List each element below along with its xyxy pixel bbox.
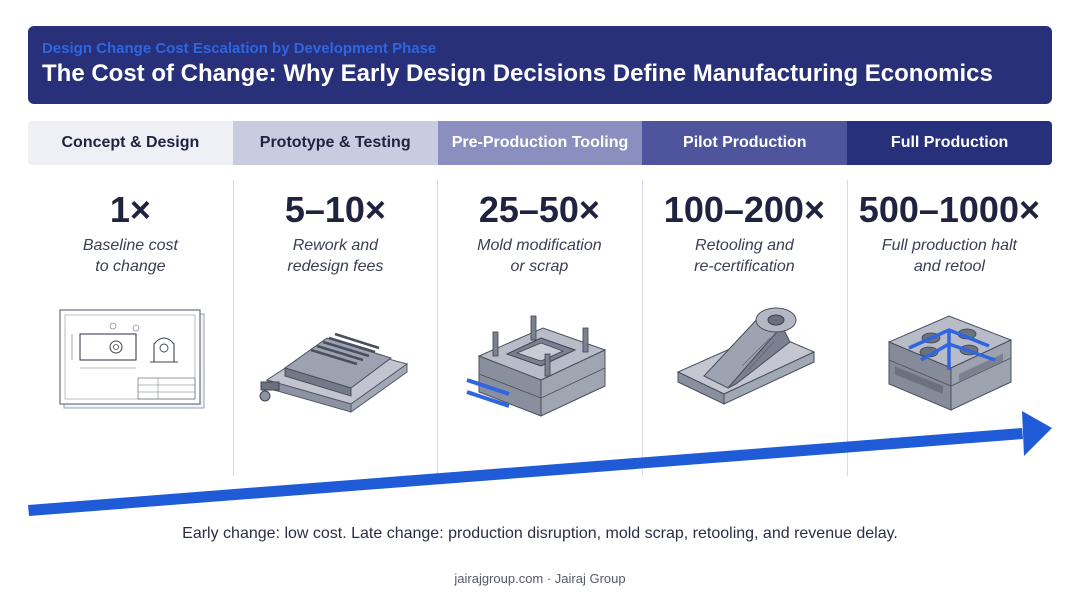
- stage-concept: 1× Baseline cost to change: [28, 180, 233, 460]
- engineering-drawing-icon: [59, 309, 205, 409]
- stage-description: Retooling and re-certification: [694, 237, 795, 275]
- header-banner: Design Change Cost Escalation by Develop…: [28, 26, 1052, 104]
- machined-part-icon: [676, 307, 816, 405]
- stage-description: Rework and redesign fees: [287, 237, 384, 275]
- cost-multiplier: 500–1000×: [858, 189, 1040, 230]
- column-divider: [642, 180, 643, 476]
- production-mold-icon: [887, 315, 1013, 411]
- phase-pre-production-tooling: Pre-Production Tooling: [437, 121, 643, 165]
- phase-concept-design: Concept & Design: [28, 121, 233, 165]
- phase-full-production: Full Production: [847, 121, 1052, 165]
- phase-pilot-production: Pilot Production: [642, 121, 848, 165]
- mold-tool-icon: [466, 315, 607, 417]
- stage-full-production: 500–1000× Full production halt and retoo…: [847, 180, 1052, 460]
- cost-multiplier: 100–200×: [663, 189, 825, 230]
- source-credit: jairajgroup.com · Jairaj Group: [454, 571, 626, 586]
- summary-note: Early change: low cost. Late change: pro…: [182, 525, 898, 542]
- stage-description: Mold modification or scrap: [477, 237, 602, 275]
- stage-tooling: 25–50× Mold modification or scrap: [437, 180, 642, 460]
- header-subtitle: Design Change Cost Escalation by Develop…: [42, 40, 437, 57]
- stage-prototype: 5–10× Rework and redesign fees: [233, 180, 438, 460]
- cost-multiplier: 25–50×: [478, 189, 600, 230]
- phase-prototype-testing: Prototype & Testing: [232, 121, 438, 165]
- stage-pilot: 100–200× Retooling and re-certification: [642, 180, 847, 460]
- cost-multiplier: 1×: [109, 189, 151, 230]
- phase-bar: Concept & Design Prototype & Testing Pre…: [28, 121, 1052, 165]
- column-divider: [847, 180, 848, 476]
- stage-description: Full production halt and retool: [881, 237, 1017, 275]
- cost-multiplier: 5–10×: [284, 189, 386, 230]
- column-divider: [437, 180, 438, 476]
- stage-description: Baseline cost to change: [82, 237, 178, 275]
- column-divider: [233, 180, 234, 476]
- prototype-housing-icon: [259, 332, 409, 413]
- header-title: The Cost of Change: Why Early Design Dec…: [42, 60, 993, 87]
